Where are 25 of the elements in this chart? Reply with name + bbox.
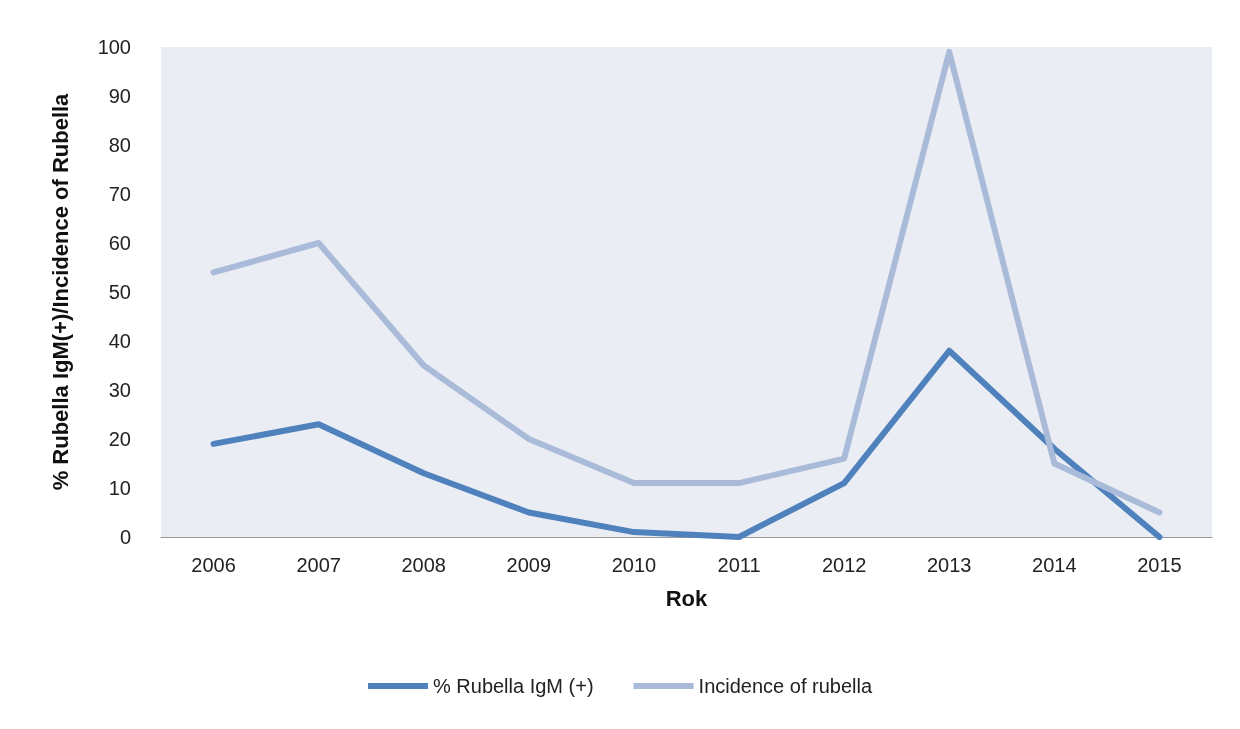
x-tick-label: 2015 — [1137, 554, 1182, 576]
x-tick-label: 2006 — [191, 554, 236, 576]
legend-label: % Rubella IgM (+) — [432, 675, 594, 697]
legend-label: Incidence of rubella — [698, 675, 873, 697]
x-tick-label: 2012 — [821, 554, 867, 576]
y-tick-label: 30 — [108, 379, 131, 401]
x-tick-label: 2014 — [1032, 554, 1077, 576]
y-tick-label: 0 — [119, 526, 131, 548]
y-tick-label: 80 — [108, 134, 131, 156]
x-tick-label: 2011 — [717, 554, 761, 576]
y-tick-label: 40 — [108, 330, 131, 352]
y-tick-label: 70 — [108, 183, 131, 205]
y-tick-label: 90 — [108, 85, 131, 107]
y-axis-title: % Rubella IgM(+)/Incidence of Rubella — [47, 92, 73, 491]
x-tick-label: 2009 — [506, 554, 552, 576]
y-tick-label: 50 — [108, 281, 131, 303]
y-tick-label: 10 — [108, 477, 131, 499]
x-tick-label: 2008 — [401, 554, 446, 576]
x-axis-title: Rok — [665, 585, 709, 611]
x-tick-label: 2013 — [927, 554, 972, 576]
x-tick-label: 2007 — [296, 554, 341, 576]
y-tick-label: 20 — [108, 428, 131, 450]
y-tick-label: 100 — [97, 36, 131, 58]
y-tick-label: 60 — [108, 232, 131, 254]
x-tick-label: 2010 — [611, 554, 657, 576]
